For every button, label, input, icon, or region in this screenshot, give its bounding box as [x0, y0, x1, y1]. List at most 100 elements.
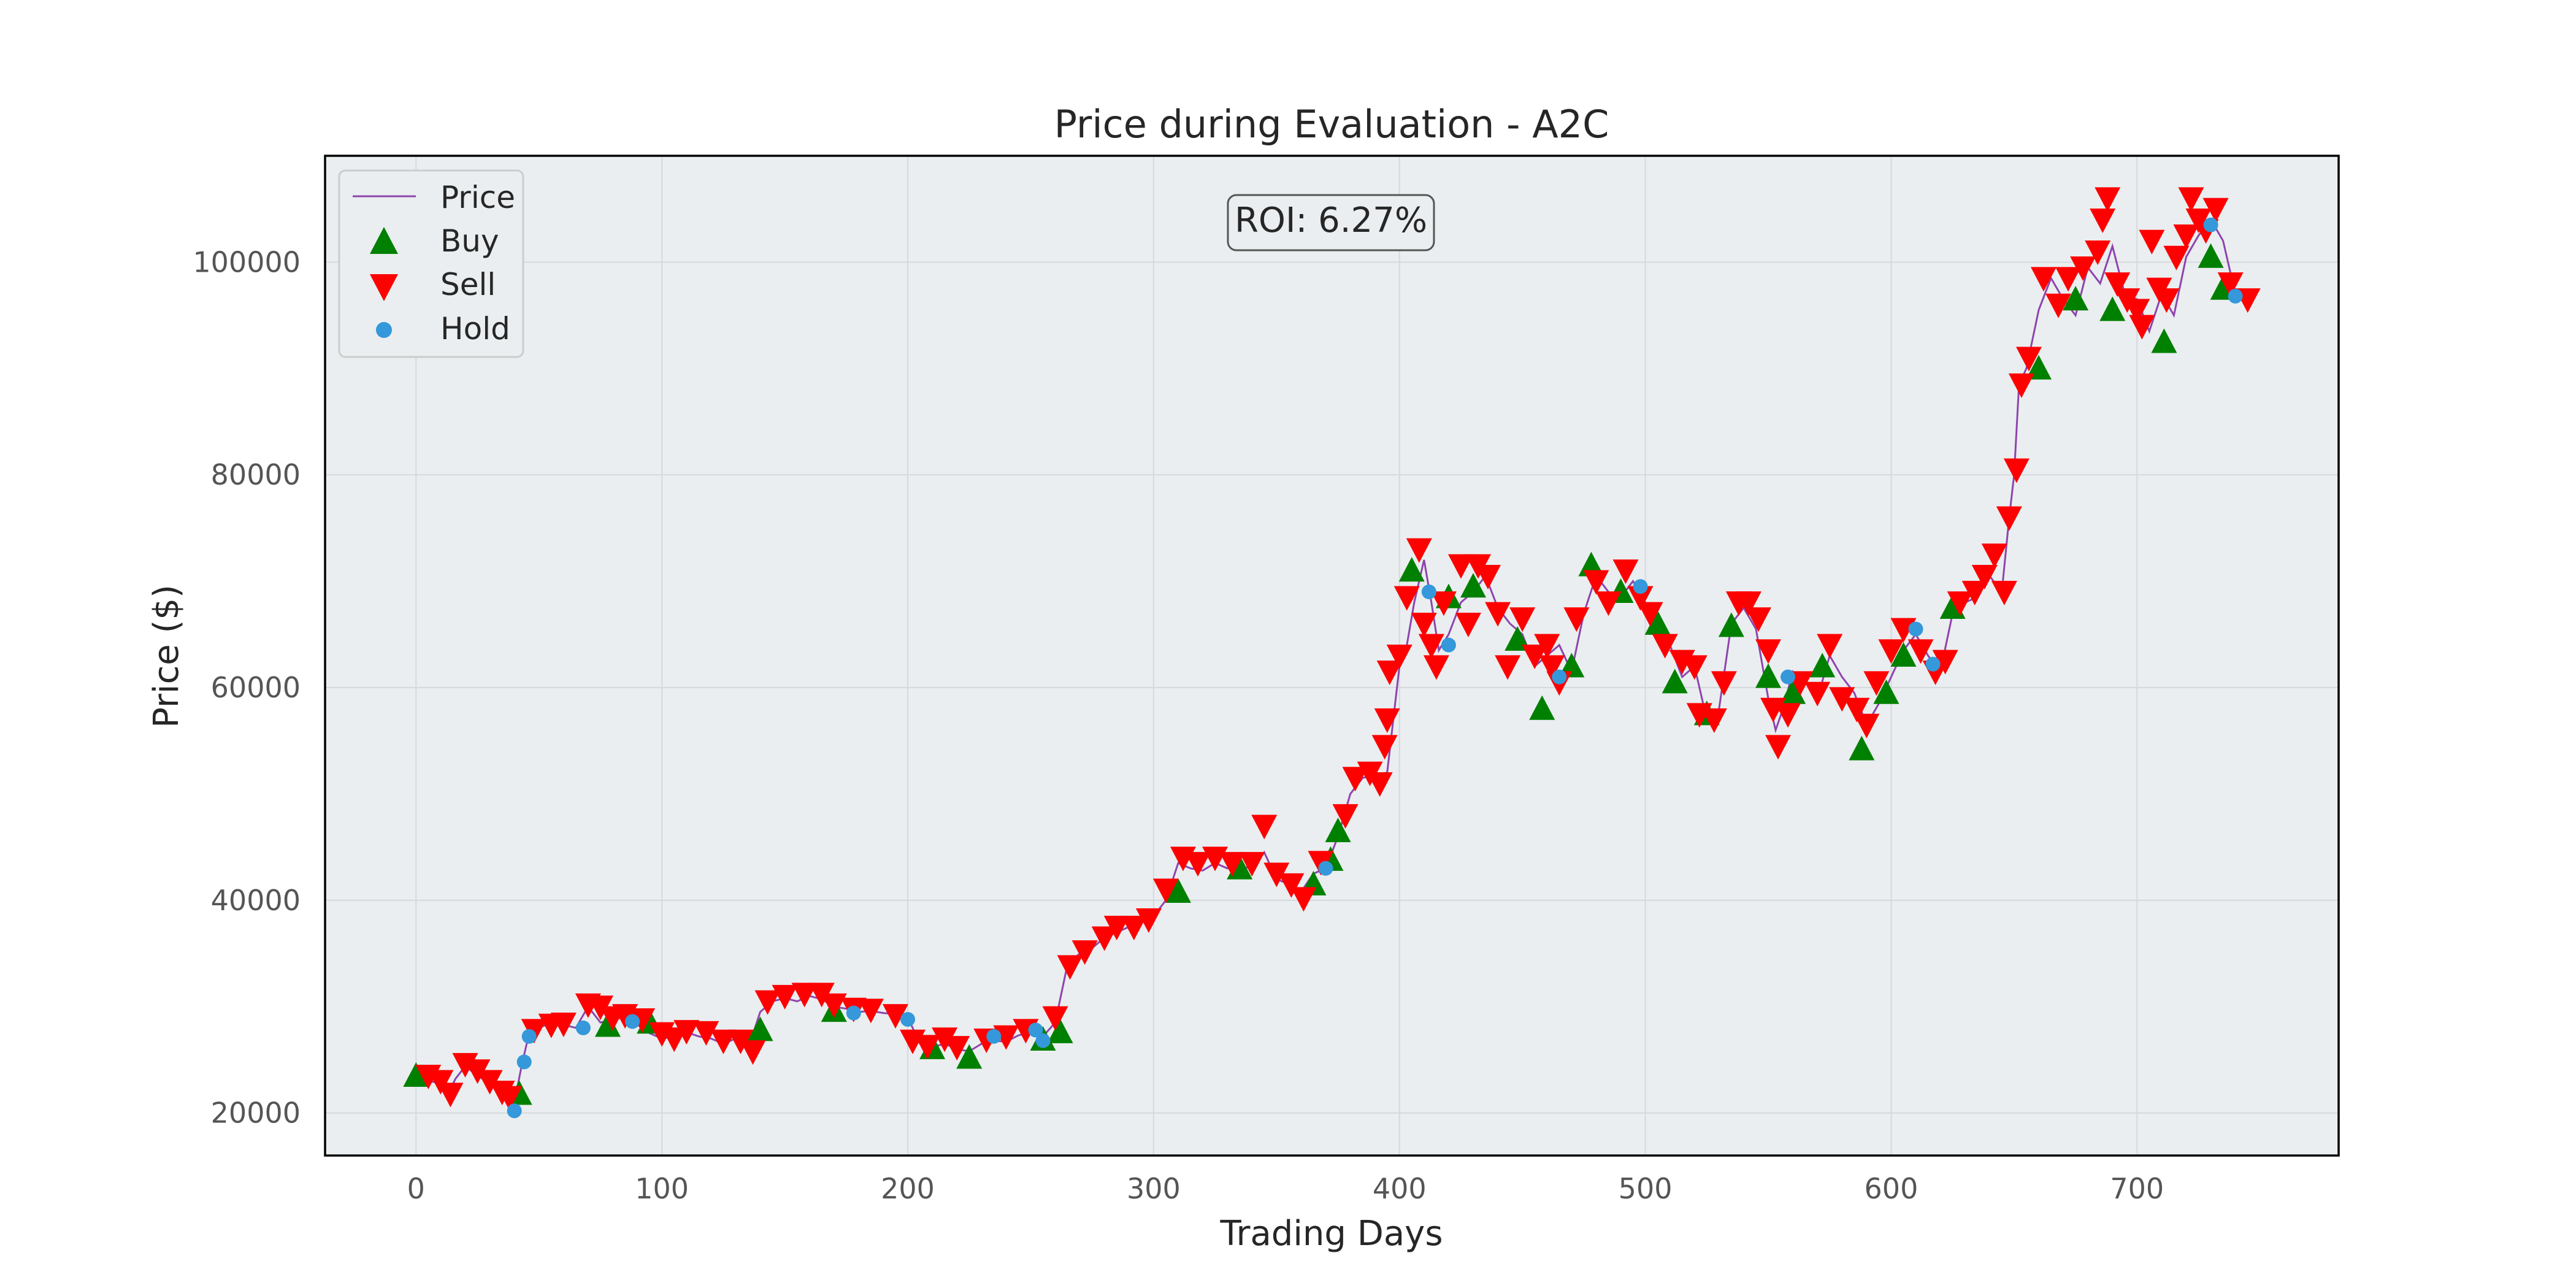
- sell-marker: [1961, 580, 1988, 605]
- sell-marker: [2030, 267, 2057, 292]
- hold-marker: [1925, 656, 1941, 672]
- buy-marker: [1460, 573, 1486, 598]
- sell-marker: [1290, 887, 1317, 912]
- buy-markers: [403, 243, 2236, 1105]
- sell-marker: [1374, 708, 1400, 734]
- sell-marker: [1219, 852, 1246, 877]
- hold-marker: [521, 1029, 537, 1044]
- y-axis-label: Price ($): [147, 585, 186, 728]
- x-tick-label: 400: [1373, 1172, 1427, 1205]
- sell-marker: [754, 990, 781, 1015]
- sell-marker: [1701, 708, 1727, 734]
- buy-marker: [1873, 679, 1899, 704]
- sell-marker: [2153, 288, 2180, 313]
- sell-marker: [452, 1052, 478, 1078]
- y-tick-labels: 20000 40000 60000 80000 100000: [193, 245, 301, 1129]
- buy-marker: [2099, 296, 2126, 321]
- buy-marker: [2151, 328, 2177, 353]
- sell-marker: [1042, 1006, 1068, 1031]
- sell-marker: [1485, 602, 1511, 627]
- sell-marker: [2003, 458, 2030, 483]
- buy-marker: [2025, 355, 2052, 380]
- x-tick-label: 600: [1865, 1172, 1919, 1205]
- sell-marker: [2090, 209, 2116, 234]
- sell-marker: [710, 1029, 737, 1054]
- sell-marker: [2008, 373, 2034, 398]
- x-tick-label: 100: [635, 1172, 689, 1205]
- sell-marker: [1071, 940, 1098, 965]
- sell-marker: [1971, 564, 1998, 589]
- hold-marker: [1633, 579, 1648, 594]
- sell-marker: [2055, 267, 2082, 292]
- sell-marker: [1595, 591, 1622, 616]
- sell-marker: [727, 1029, 754, 1054]
- sell-marker: [2015, 347, 2042, 372]
- sell-marker: [587, 995, 613, 1021]
- sell-marker: [1563, 607, 1590, 632]
- y-tick-label: 20000: [211, 1097, 301, 1130]
- x-tick-label: 200: [881, 1172, 935, 1205]
- chart-title: Price during Evaluation - A2C: [1054, 102, 1609, 147]
- sell-marker: [661, 1027, 688, 1052]
- sell-marker: [1612, 559, 1639, 585]
- hold-marker: [900, 1012, 916, 1027]
- sell-marker: [1509, 607, 1536, 632]
- sell-marker: [629, 1008, 656, 1033]
- x-tick-label: 0: [407, 1172, 425, 1205]
- sell-marker: [1103, 916, 1130, 941]
- buy-marker: [2198, 243, 2224, 268]
- sell-marker: [1853, 713, 1880, 738]
- buy-marker: [1529, 695, 1555, 720]
- hold-marker: [625, 1014, 640, 1029]
- sell-marker: [1430, 591, 1457, 616]
- roi-annotation-box: [1227, 194, 1435, 251]
- plot-area: [325, 156, 2339, 1156]
- sell-marker: [1057, 955, 1083, 980]
- hold-marker: [1441, 637, 1456, 653]
- hold-marker: [1035, 1033, 1051, 1048]
- sell-marker: [2173, 224, 2199, 250]
- hold-marker: [1781, 669, 1796, 684]
- sell-marker: [2139, 229, 2165, 255]
- legend-hold-label: Hold: [440, 311, 510, 347]
- hold-marker: [1552, 669, 1567, 684]
- sell-marker: [1332, 804, 1359, 829]
- sell-marker: [1367, 772, 1393, 797]
- x-tick-label: 500: [1619, 1172, 1673, 1205]
- sell-marker: [2095, 187, 2121, 212]
- roi-annotation-text: ROI: 6.27%: [1235, 201, 1427, 240]
- sell-marker: [808, 983, 835, 1008]
- sell-marker: [1878, 639, 1904, 664]
- buy-marker: [1890, 642, 1917, 667]
- buy-marker: [1578, 551, 1604, 577]
- sell-marker: [1152, 878, 1179, 903]
- hold-marker: [1908, 621, 1923, 637]
- hold-marker: [516, 1054, 532, 1070]
- sell-marker: [496, 1086, 523, 1111]
- sell-marker: [2124, 299, 2150, 324]
- sell-marker: [1627, 586, 1654, 611]
- sell-marker: [1495, 655, 1521, 680]
- hold-marker: [2203, 217, 2218, 232]
- x-tick-label: 700: [2110, 1172, 2164, 1205]
- sell-marker: [914, 1035, 941, 1060]
- hold-marker: [986, 1029, 1002, 1044]
- sell-marker: [2163, 245, 2190, 270]
- sell-marker: [1455, 612, 1481, 637]
- sell-marker: [673, 1020, 700, 1045]
- buy-marker: [403, 1062, 429, 1087]
- sell-marker: [1278, 873, 1305, 898]
- sell-marker: [1947, 591, 1973, 616]
- x-tick-label: 300: [1127, 1172, 1181, 1205]
- buy-marker: [2063, 286, 2089, 311]
- sell-marker: [427, 1070, 454, 1095]
- sell-marker: [1652, 634, 1678, 659]
- buy-marker: [1718, 612, 1744, 637]
- y-tick-label: 80000: [211, 458, 301, 491]
- sell-marker: [1863, 671, 1890, 696]
- hold-marker: [2228, 288, 2243, 304]
- sell-marker: [477, 1070, 503, 1095]
- sell-marker: [1376, 661, 1403, 686]
- sell-marker: [1534, 634, 1560, 659]
